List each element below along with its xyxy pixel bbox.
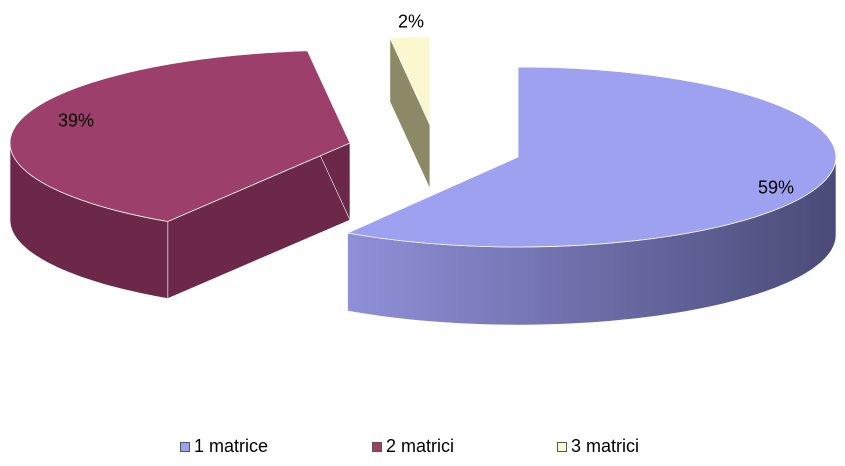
legend-swatch-2-matrici (372, 441, 382, 452)
legend-item-2-matrici: 2 matrici (372, 436, 454, 457)
legend-swatch-3-matrici (557, 441, 567, 452)
legend-label-2-matrici: 2 matrici (386, 436, 455, 456)
legend: 1 matrice 2 matrici 3 matrici (0, 436, 845, 462)
slice-3-matrici (389, 36, 431, 126)
slice-2-matrici (9, 50, 351, 222)
data-label-1-matrice: 59% (757, 177, 795, 198)
slice-1-matrice (346, 66, 837, 248)
legend-item-3-matrici: 3 matrici (557, 436, 639, 457)
legend-swatch-1-matrice (180, 441, 190, 452)
data-label-3-matrici: 2% (397, 11, 425, 32)
legend-item-1-matrice: 1 matrice (180, 436, 268, 457)
legend-label-3-matrici: 3 matrici (571, 436, 640, 456)
legend-label-1-matrice: 1 matrice (194, 436, 269, 456)
data-label-2-matrici: 39% (57, 110, 95, 131)
